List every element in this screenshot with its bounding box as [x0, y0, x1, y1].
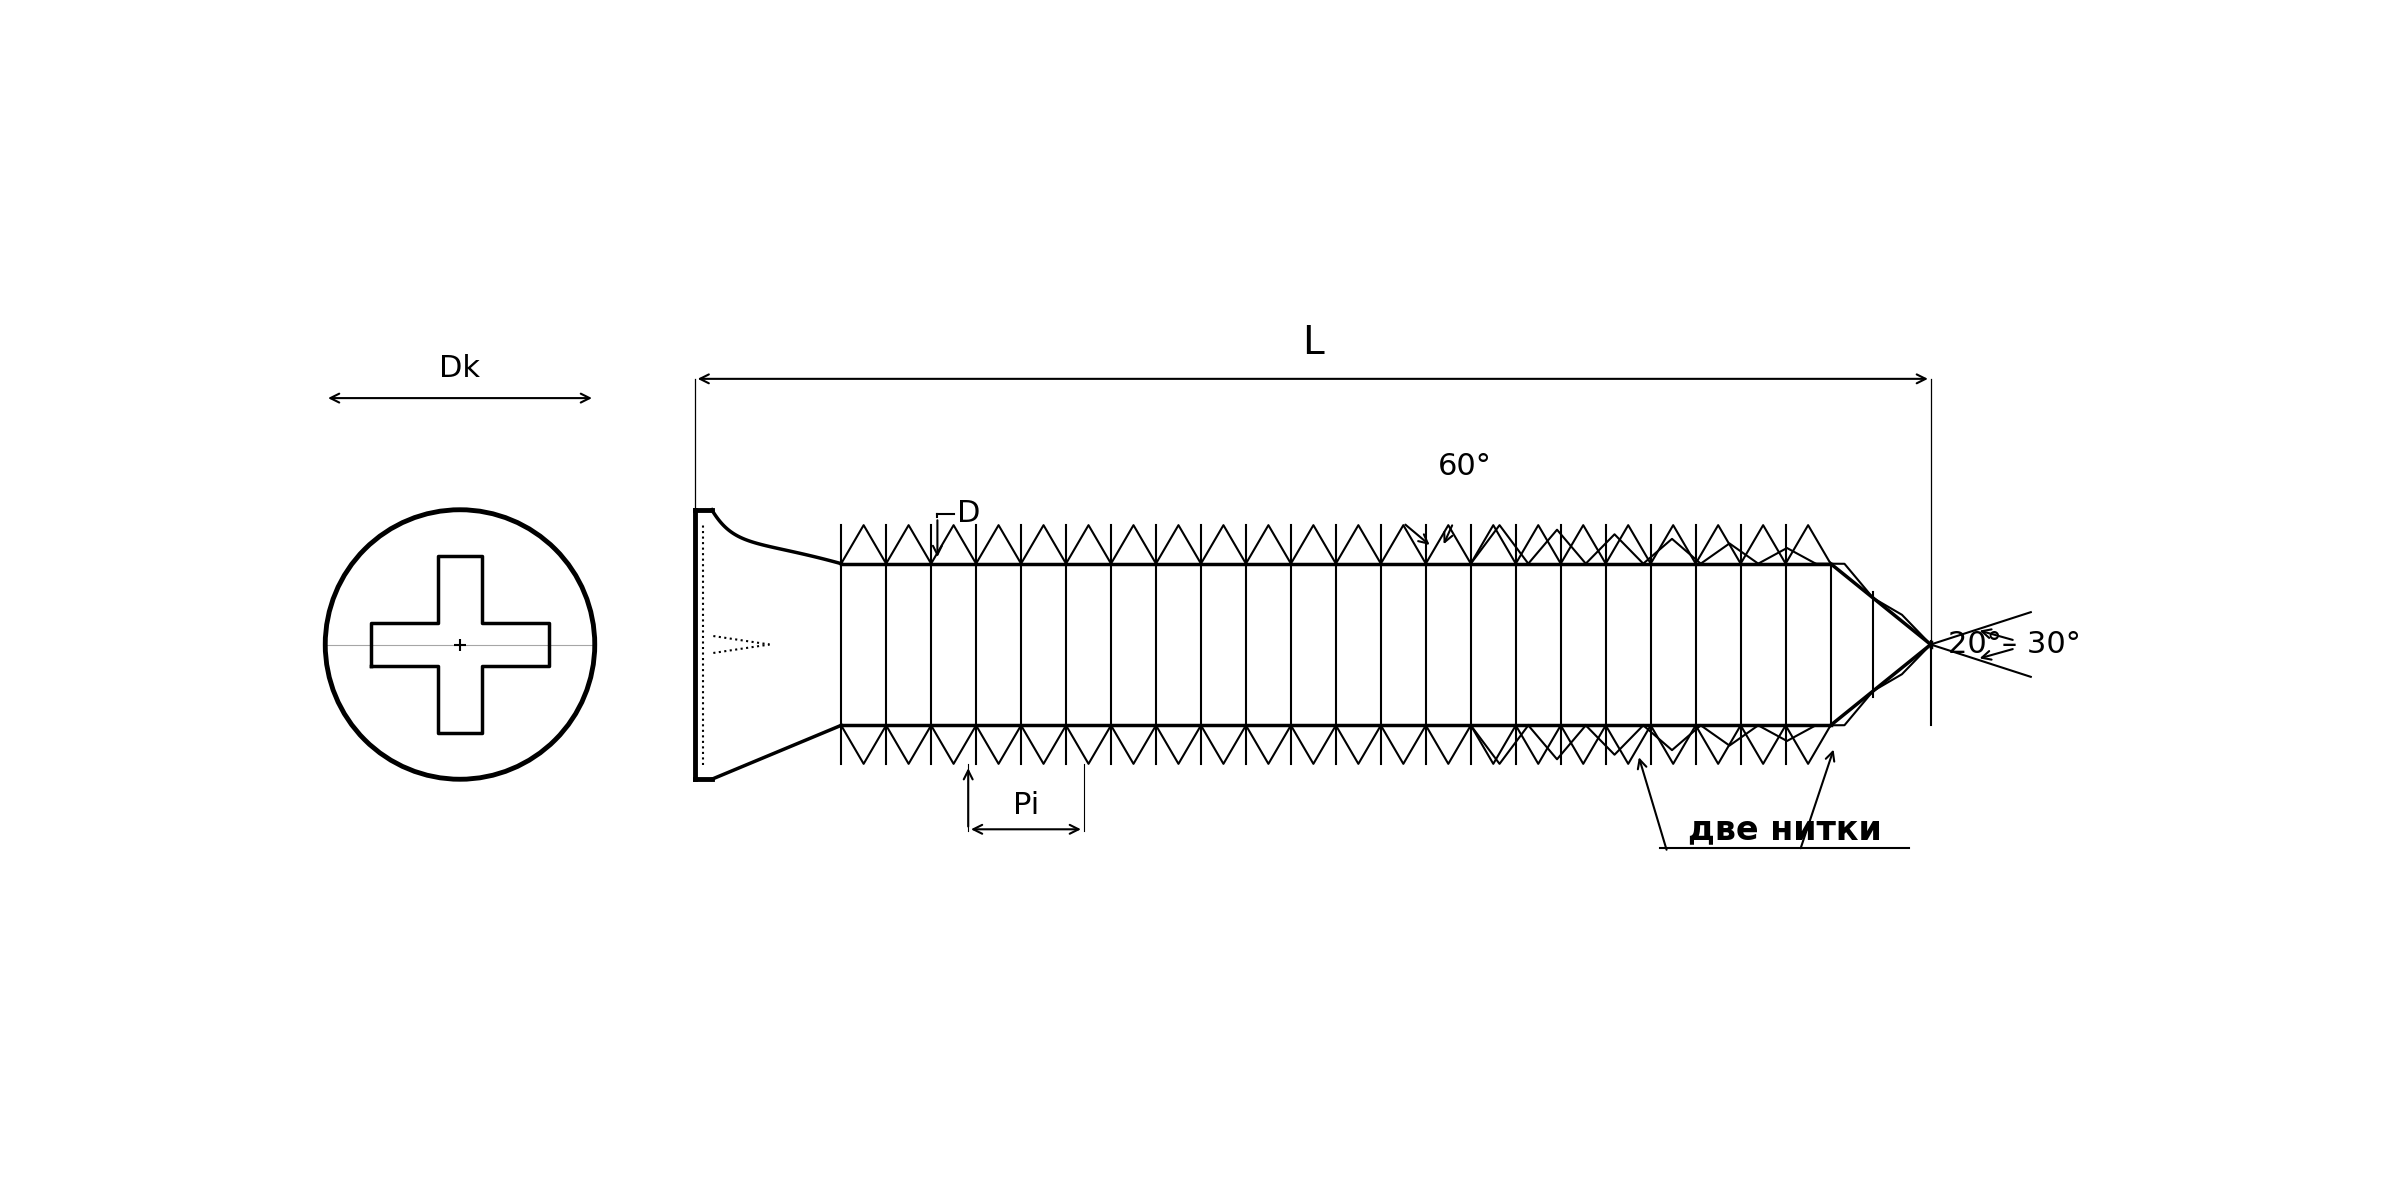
Text: L: L: [1301, 324, 1325, 362]
Text: Pi: Pi: [1013, 791, 1039, 820]
Text: D: D: [958, 499, 982, 528]
Text: две нитки: две нитки: [1687, 814, 1882, 846]
Text: 60°: 60°: [1438, 452, 1493, 481]
Text: Dk: Dk: [439, 354, 480, 383]
Text: 20°– 30°: 20°– 30°: [1949, 630, 2081, 659]
